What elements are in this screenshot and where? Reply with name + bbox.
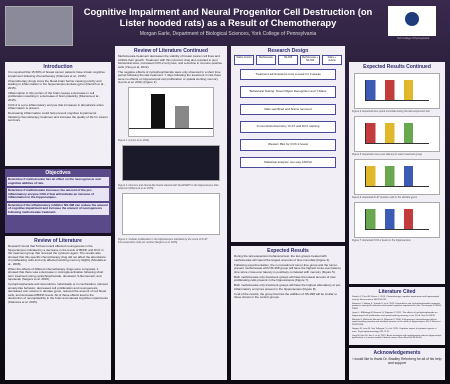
figure-image: [365, 80, 429, 101]
logo-photo: [5, 6, 73, 46]
expected-results-continued: Expected Results Continued Figure 4. Exp…: [349, 62, 445, 284]
figure-2: [122, 144, 220, 181]
figure-caption: Figure 3. Cellular proliferation in the …: [118, 237, 208, 244]
research-design: Research Design Saline Control Methotrexa…: [231, 46, 345, 242]
section-heading: Acknowledgements: [373, 350, 421, 356]
poster-title: Cognitive Impairment and Neural Progenit…: [83, 6, 373, 28]
figure-3: [122, 192, 220, 235]
figure-image: [365, 209, 429, 230]
literature-cited: Literature Cited Dietrich J, Prust M, Ka…: [349, 287, 445, 345]
result-figure: [354, 159, 440, 195]
figure-caption: Figure 7. Expected COX-2 levels in the h…: [352, 239, 411, 242]
group-box: Saline + Vehicle: [322, 55, 342, 65]
step-list: Treatment administered once a week for 3…: [234, 68, 342, 169]
step-box: Treatment administered once a week for 3…: [240, 68, 336, 81]
reference-list: Dietrich J, Prust M, Kaiser J. 2015. Che…: [352, 296, 442, 340]
authors: Morgan Earle, Department of Biological S…: [139, 31, 317, 37]
paragraph: Decreasing inflammation could help preve…: [8, 111, 108, 122]
reference: Yang M, Kim JS, Kim J, et al. 2012. Acut…: [352, 334, 442, 340]
review-of-literature: Review of Literature Research found that…: [5, 236, 111, 380]
paragraph: Determine if methotrexate has an effect …: [7, 177, 109, 186]
step-box: Rats sacrificed and brains removed: [240, 103, 336, 116]
objective-list: Determine if methotrexate has an effect …: [7, 177, 109, 215]
step-box: Statistical analysis: two-way ANOVA: [240, 156, 336, 169]
paragraph: In all of the results, the group that ha…: [234, 291, 337, 299]
reference: Lyons L, ElBeltagy M, Bennett G, Wigmore…: [352, 311, 438, 317]
acknowledgement-text: I would like to thank Dr. Bradley Rehnbe…: [352, 357, 442, 365]
group-box: Methotrexate + NS-398: [300, 55, 320, 65]
paragraphs: It is reported that 15-50% of breast can…: [8, 70, 108, 123]
paragraph: COX-2 is a pro-inflammatory enzyme that …: [8, 102, 104, 110]
section-heading: Expected Results Continued: [363, 64, 431, 70]
group-box: Saline Control: [234, 55, 254, 65]
section-heading: Objectives: [45, 170, 71, 176]
paragraph: When the effects of different chemothera…: [8, 266, 104, 281]
paragraph: The negative effects of cyclophosphamide…: [118, 69, 222, 84]
figure-caption: Figure 4. Expected time spent immobile d…: [352, 110, 430, 113]
paragraph: Both methotrexate only treatment groups …: [234, 283, 342, 291]
reference: Mustafa S, Walker A, Bennett G, Wigmore …: [352, 318, 441, 326]
section-heading: Review of Literature Continued: [134, 48, 208, 54]
paragraph: Cyclophosphamide and doxorubicin, indivi…: [8, 282, 108, 304]
step-box: Behavioral Testing: Novel Object Recogni…: [240, 86, 336, 98]
reference: Kitamura Y, Hattori S, Yoneda S, et al. …: [352, 302, 442, 310]
figure-caption: Figure 2. Neurons and Neural-like Nuclei…: [118, 183, 219, 190]
reference: Seigers R, Loos M, Van Tellingen O, et a…: [352, 327, 437, 333]
group-box: Methotrexate: [256, 55, 276, 65]
result-figure: [354, 73, 440, 109]
step-box: Immunohistochemistry: Ki-67 and DCX stai…: [240, 121, 336, 133]
figure-1: [128, 86, 214, 137]
step-box: Western Blot for COX-2 levels: [240, 138, 336, 151]
objectives: Objectives Determine if methotrexate has…: [5, 169, 111, 233]
review-continued: Review of Literature Continued Methotrex…: [115, 46, 227, 380]
paragraph: Inflammation in this portion of the brai…: [8, 90, 100, 102]
college-logo: [388, 6, 436, 36]
reference: Dietrich J, Prust M, Kaiser J. 2015. Che…: [352, 296, 440, 301]
group-box: NS-398: [278, 55, 298, 65]
paragraphs: Methotrexate treatment decreases the via…: [118, 54, 224, 85]
figure-caption: Figure 6. Expected Ki-67 positive cells …: [352, 196, 418, 199]
expected-results: Expected Results During the tail-suspens…: [231, 246, 345, 380]
paragraph: Both methotrexate only treatment groups …: [234, 274, 336, 282]
acknowledgements: Acknowledgements I would like to thank D…: [349, 348, 445, 380]
result-figure: [354, 202, 440, 238]
paragraph: Chemotherapy drugs cross the blood-brain…: [8, 78, 105, 90]
group-row: Saline Control Methotrexate NS-398 Methotre…: [234, 55, 342, 65]
figure-caption: Figure 5. Expected cross-over latency fo…: [352, 153, 423, 156]
paragraph: Determine if methotrexate increases the …: [7, 188, 109, 201]
section-heading: Literature Cited: [378, 289, 416, 295]
figure-list: Figure 4. Expected time spent immobile d…: [352, 73, 442, 242]
paragraph: It is reported that 15-50% of breast can…: [8, 70, 105, 78]
section-heading: Research Design: [267, 48, 309, 54]
paragraph: Research found that 5-Fluorouracil affec…: [8, 244, 107, 266]
section-heading: Expected Results: [267, 248, 309, 254]
figure-image: [365, 123, 429, 144]
paragraph: Following experimentation, the non-treat…: [234, 262, 342, 274]
result-figure: [354, 116, 440, 152]
section-heading: Introduction: [43, 64, 73, 70]
paragraphs: During the tail-suspension behavioral te…: [234, 254, 342, 300]
figure-image: [365, 166, 429, 187]
figure-caption: Figure 1. (Lyons et al. 2011): [118, 138, 150, 142]
paragraph: Determine if the inflammatory inhibitor …: [7, 202, 109, 215]
logo-caption: York College of Pennsylvania: [396, 37, 430, 40]
paragraphs: Research found that 5-Fluorouracil affec…: [8, 244, 108, 304]
introduction: Introduction It is reported that 15-50% …: [5, 62, 111, 166]
paragraph: During the tail-suspension behavioral te…: [234, 254, 331, 262]
section-heading: Review of Literature: [34, 238, 82, 244]
paragraph: Methotrexate treatment decreases the via…: [118, 54, 222, 69]
